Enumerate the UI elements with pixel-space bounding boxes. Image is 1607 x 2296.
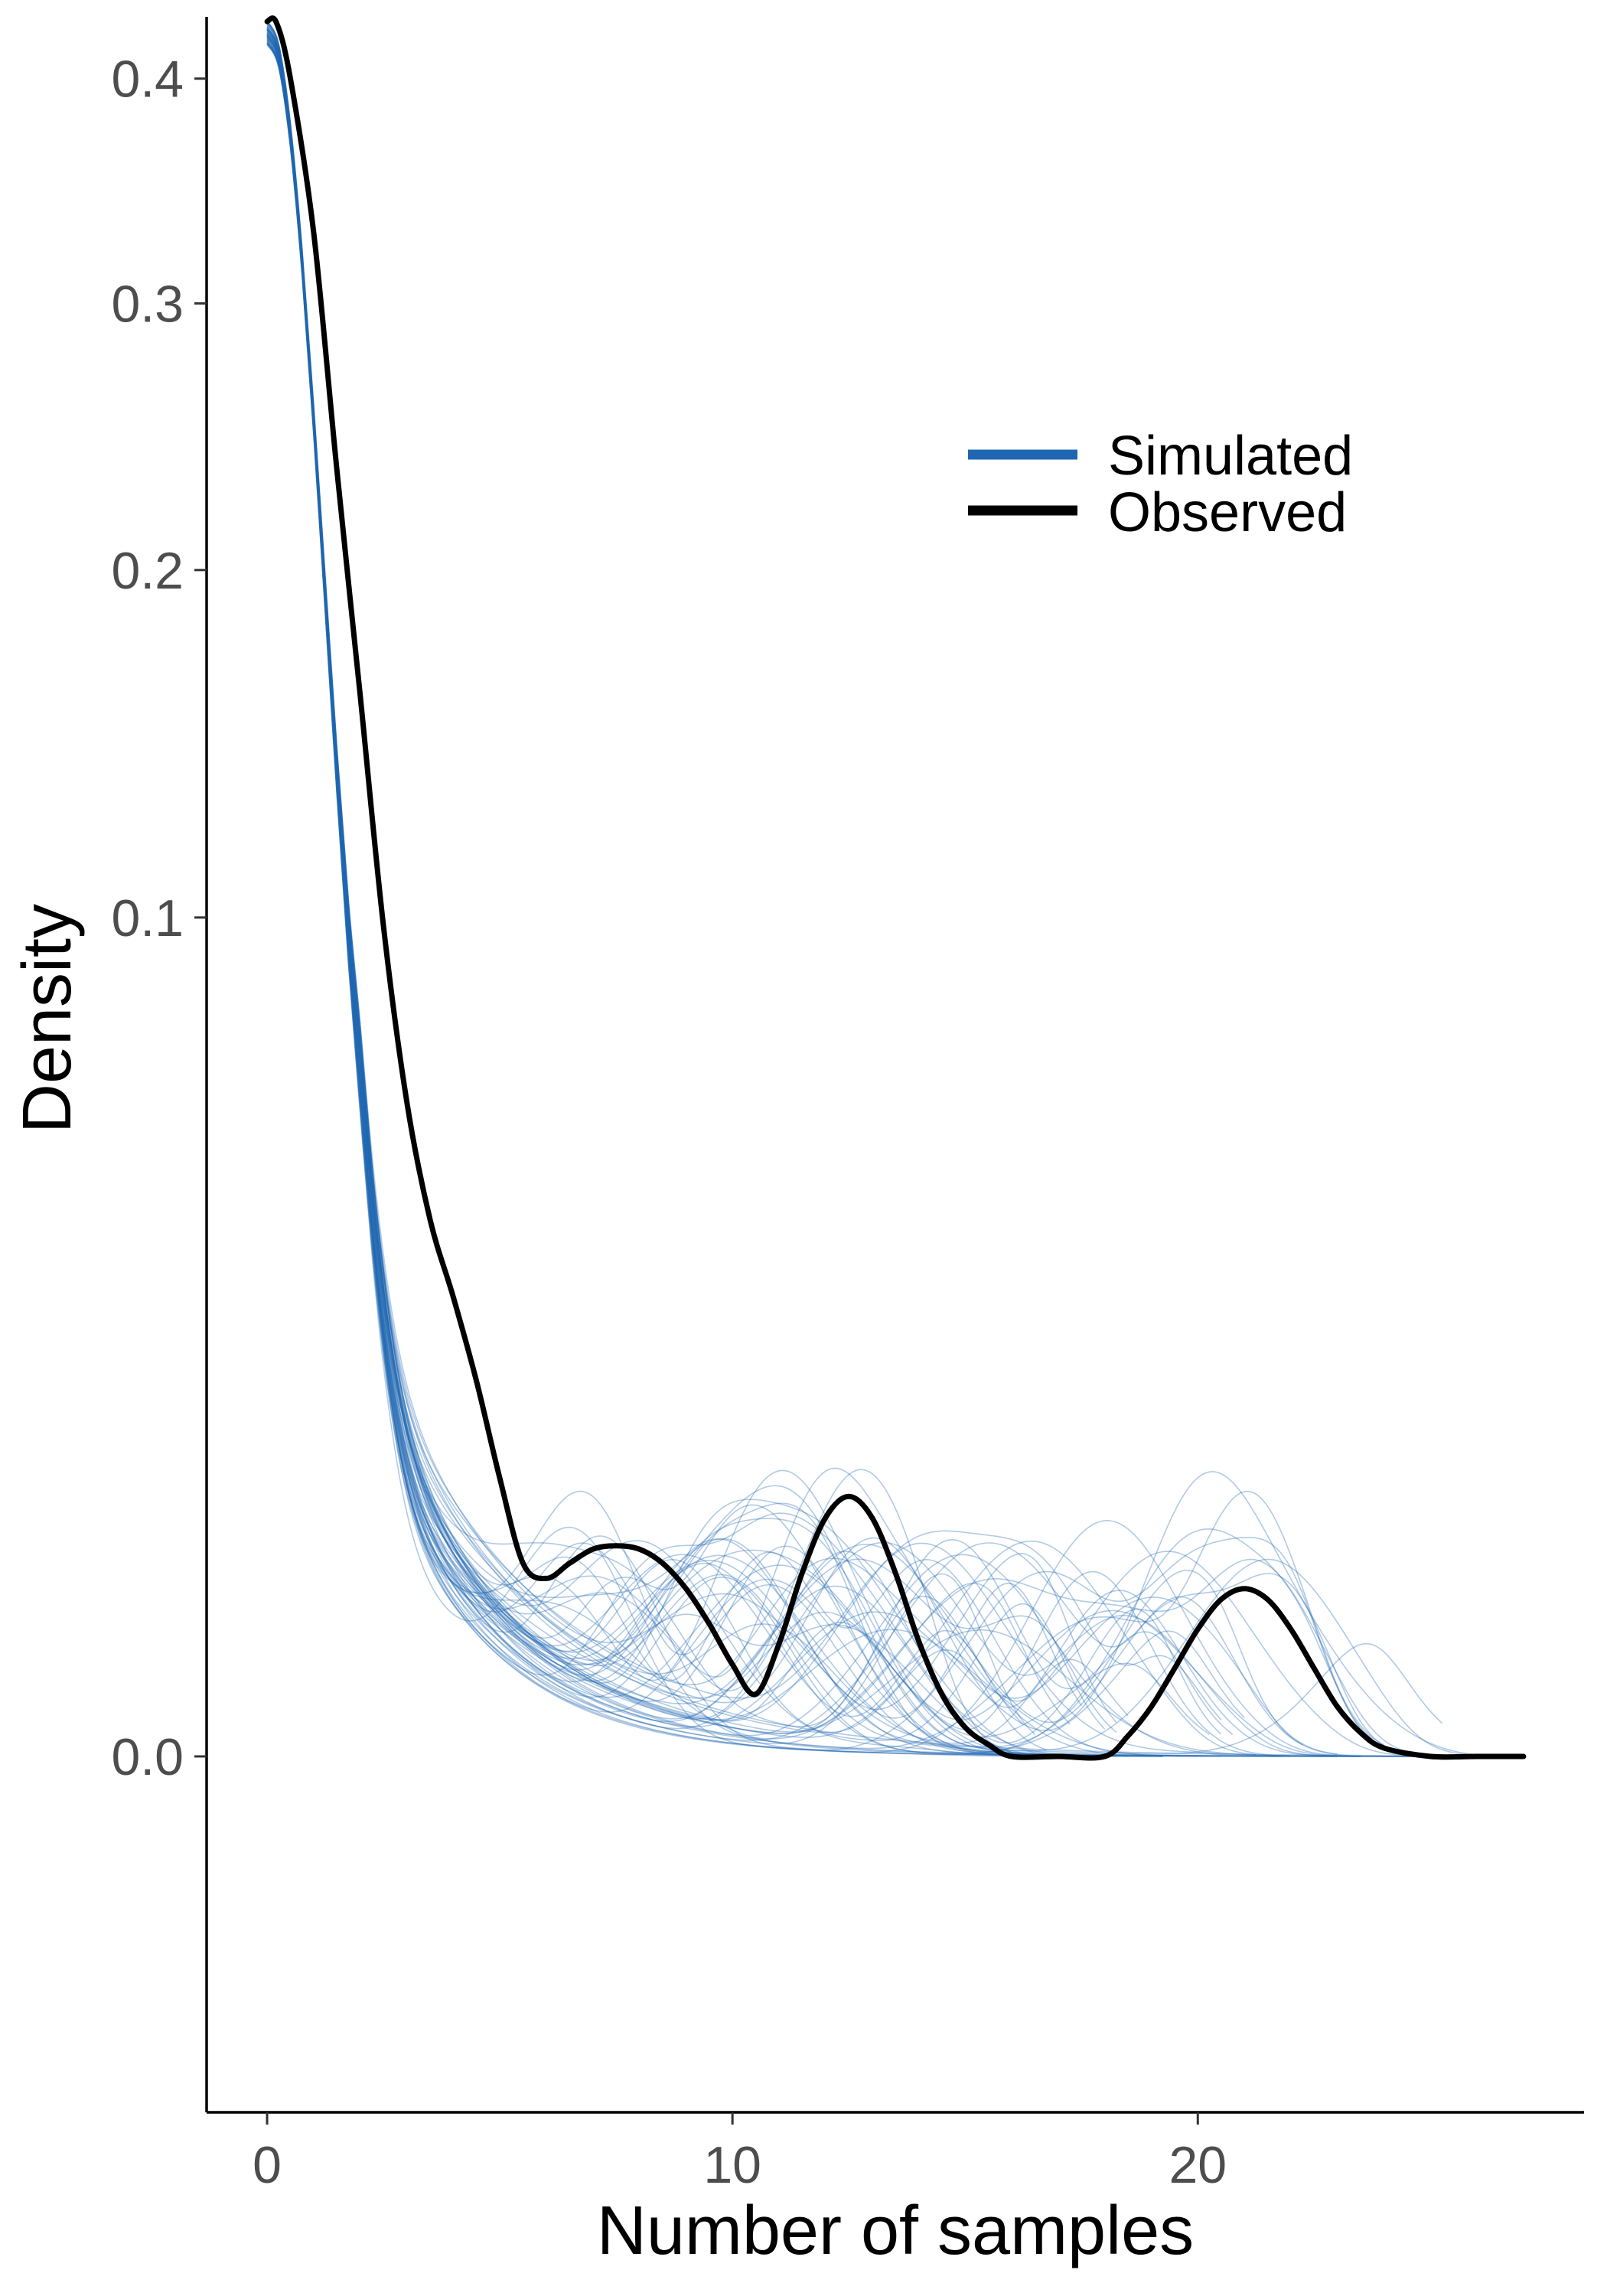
simulated-line — [266, 43, 1465, 1757]
legend-label-simulated: Simulated — [1108, 426, 1353, 487]
simulated-line — [266, 28, 1163, 1757]
simulated-line — [266, 43, 1420, 1757]
x-tick-label: 10 — [703, 2136, 761, 2194]
simulated-line — [266, 23, 1210, 1738]
simulated-line — [266, 24, 1082, 1757]
simulated-line — [266, 43, 1024, 1725]
simulated-line — [266, 41, 1442, 1757]
simulated-line — [266, 35, 1035, 1745]
simulated-line — [266, 34, 1349, 1757]
simulated-line — [266, 25, 1163, 1757]
simulated-line — [266, 28, 1129, 1757]
simulated-line — [266, 29, 1047, 1756]
y-axis-title: Density — [9, 904, 86, 1133]
y-tick-label: 0.1 — [111, 889, 184, 947]
y-tick-label: 0.0 — [111, 1728, 184, 1786]
simulated-line — [266, 30, 1221, 1757]
simulated-line — [266, 38, 1035, 1756]
simulated-line — [266, 28, 1338, 1756]
observed-line-layer — [264, 15, 1527, 1761]
simulated-line — [266, 42, 1361, 1757]
simulated-line — [266, 40, 1466, 1756]
simulated-line — [266, 26, 1116, 1757]
simulated-line — [266, 41, 1047, 1751]
simulated-line — [266, 24, 1245, 1754]
simulated-line — [266, 32, 1361, 1757]
simulated-line — [266, 23, 1373, 1751]
simulated-line — [266, 39, 1420, 1756]
x-axis-title: Number of samples — [597, 2193, 1194, 2269]
simulated-lines-layer — [266, 20, 1512, 1757]
x-axis-ticks: 0 10 20 — [253, 2112, 1227, 2194]
simulated-line — [266, 38, 1443, 1755]
simulated-line — [266, 20, 1163, 1757]
simulated-line — [266, 31, 1012, 1757]
observed-line — [264, 15, 1527, 1761]
x-tick-label: 20 — [1169, 2136, 1227, 2194]
simulated-line — [266, 21, 1257, 1756]
simulated-line — [266, 21, 1431, 1756]
simulated-line — [266, 34, 1094, 1757]
simulated-line — [266, 28, 1338, 1757]
simulated-line — [266, 34, 1117, 1724]
simulated-line — [266, 32, 1071, 1756]
simulated-line — [266, 21, 1222, 1744]
simulated-line — [266, 38, 1106, 1741]
simulated-line — [266, 28, 1012, 1756]
simulated-line — [266, 34, 1279, 1757]
simulated-line — [266, 30, 1291, 1757]
simulated-line — [266, 21, 1222, 1722]
simulated-line — [266, 28, 1338, 1755]
simulated-line — [266, 31, 1408, 1755]
simulated-line — [266, 44, 1082, 1719]
simulated-line — [266, 34, 1071, 1756]
legend-label-observed: Observed — [1108, 482, 1347, 543]
simulated-line — [266, 35, 1071, 1734]
y-axis-ticks: 0.0 0.1 0.2 0.3 0.4 — [111, 51, 207, 1786]
simulated-line — [266, 22, 1384, 1756]
y-tick-label: 0.2 — [111, 542, 184, 600]
simulated-line — [266, 21, 1117, 1733]
simulated-line — [266, 36, 1326, 1756]
simulated-line — [266, 37, 1420, 1757]
simulated-line — [266, 41, 1361, 1757]
simulated-line — [266, 26, 1047, 1756]
simulated-line — [266, 29, 1234, 1736]
y-tick-label: 0.4 — [111, 51, 184, 109]
simulated-line — [266, 32, 1012, 1753]
simulated-line — [266, 37, 1431, 1757]
legend: Simulated Observed — [968, 426, 1353, 543]
simulated-line — [266, 28, 1512, 1757]
simulated-line — [266, 43, 1198, 1757]
simulated-line — [266, 44, 1420, 1757]
simulated-line — [266, 36, 1129, 1744]
x-tick-label: 0 — [253, 2136, 282, 2194]
simulated-line — [266, 21, 1303, 1748]
simulated-line — [266, 34, 1024, 1756]
y-tick-label: 0.3 — [111, 275, 184, 333]
simulated-line — [266, 33, 1465, 1757]
